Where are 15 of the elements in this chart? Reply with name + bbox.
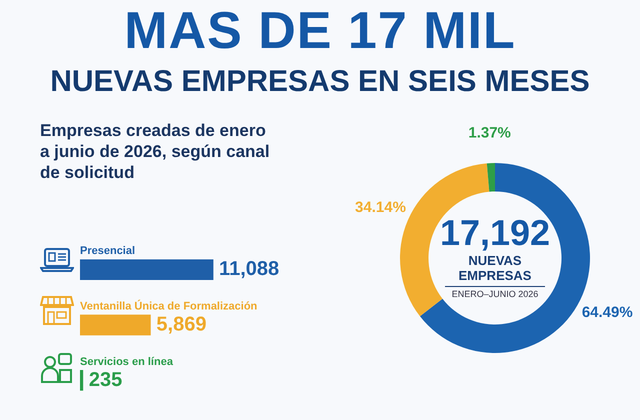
- y-tick-label: Presencial: [80, 245, 136, 258]
- data-label: 235: [88, 368, 122, 391]
- data-label: 5,869: [156, 314, 206, 336]
- text: MAS DE 17 MIL: [123, 2, 517, 60]
- text: 17,192: [440, 212, 550, 253]
- y-tick-label: Servicios en línea: [80, 356, 174, 368]
- data-label: 64.49%: [582, 304, 633, 322]
- data-label: 11,088: [219, 258, 280, 280]
- y-tick-label: Ventanilla Única de Formalización: [80, 300, 258, 313]
- data-label: 34.14%: [355, 199, 406, 216]
- text: NUEVAS EMPRESAS: [458, 253, 532, 283]
- text: ENERO–JUNIO 2026: [445, 286, 545, 299]
- data-label: 1.37%: [468, 124, 511, 142]
- text: Empresas creadas de enero a junio de 2026, según canal de solicitud: [40, 120, 271, 183]
- text: NUEVAS EMPRESAS EN SEIS MESES: [49, 64, 591, 100]
